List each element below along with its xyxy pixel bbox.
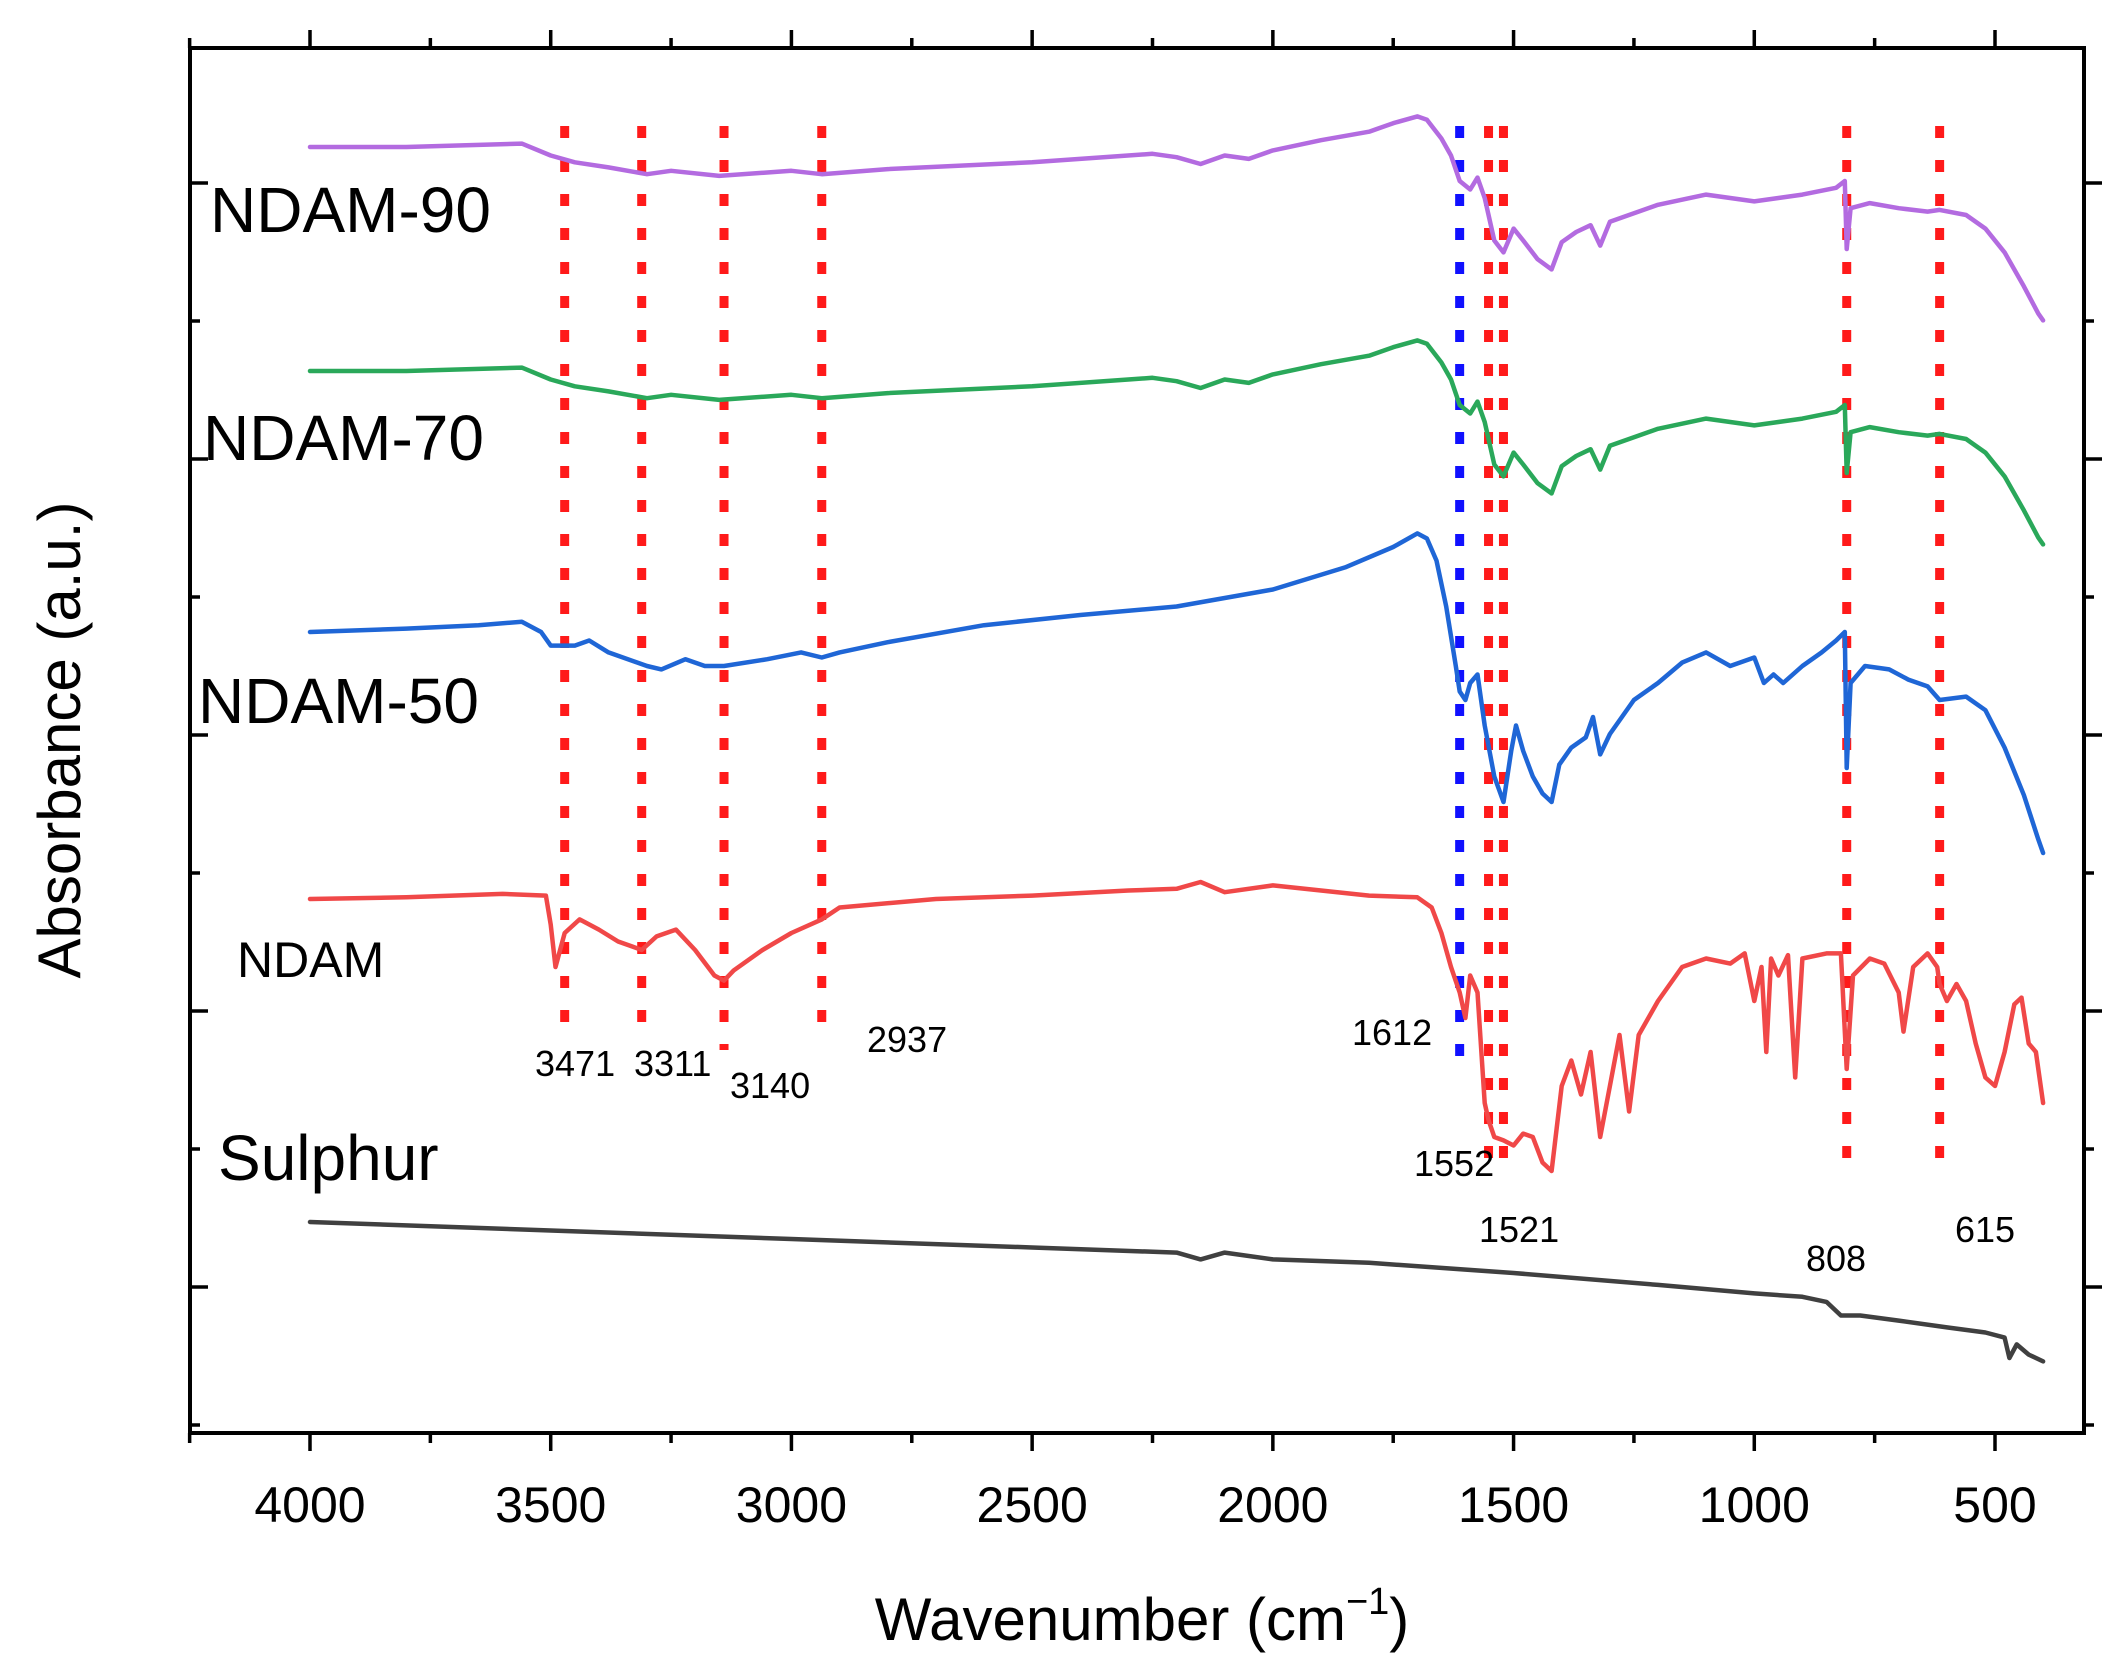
series-line-ndam-50 [307,531,2046,856]
series-line-ndam-70 [307,338,2046,547]
x-axis-close-paren: ) [1389,1586,1409,1653]
series-label-sulphur: Sulphur [218,1122,439,1194]
series-label-layer: NDAM-90 NDAM-70 NDAM-50 NDAM Sulphur [198,174,491,1194]
peak-label-3471: 3471 [535,1043,615,1084]
peak-marker-layer [560,126,1945,1172]
x-tick-label-1500: 1500 [1458,1477,1569,1533]
x-tick-label-2500: 2500 [977,1477,1088,1533]
x-tick-label-1000: 1000 [1699,1477,1810,1533]
y-axis-title: Absorbance (a.u.) [26,502,93,979]
series-label-ndam: NDAM [237,932,384,988]
spectra-layer [307,114,2046,1364]
x-tick-labels: 4000 3500 3000 2500 2000 1500 1000 500 [254,1477,2036,1533]
x-tick-label-2000: 2000 [1217,1477,1328,1533]
peak-label-3140: 3140 [730,1065,810,1106]
peak-label-2937: 2937 [867,1019,947,1060]
series-label-ndam-70: NDAM-70 [203,402,484,474]
axis-ticks [187,30,2102,1451]
peak-label-3311: 3311 [634,1043,711,1084]
x-axis-unit-exponent: −1 [1346,1581,1389,1623]
x-axis-title: Wavenumber (cm−1) [875,1581,1410,1653]
peak-label-808: 808 [1806,1238,1866,1279]
series-line-sulphur [307,1219,2046,1364]
series-line-ndam [307,879,2046,1174]
series-line-ndam-90 [307,114,2046,323]
peak-label-1521: 1521 [1479,1209,1559,1250]
peak-label-1612: 1612 [1352,1012,1432,1053]
x-tick-label-500: 500 [1953,1477,2036,1533]
plot-frame [188,46,2086,1435]
peak-label-615: 615 [1955,1209,2015,1250]
series-label-ndam-90: NDAM-90 [210,174,491,246]
series-label-ndam-50: NDAM-50 [198,665,479,737]
peak-label-1552: 1552 [1414,1143,1494,1184]
x-tick-label-3000: 3000 [736,1477,847,1533]
x-tick-label-3500: 3500 [495,1477,606,1533]
x-tick-label-4000: 4000 [254,1477,365,1533]
peak-label-layer: 3471 3311 3140 2937 1612 1552 1521 808 615 [535,1012,2015,1279]
